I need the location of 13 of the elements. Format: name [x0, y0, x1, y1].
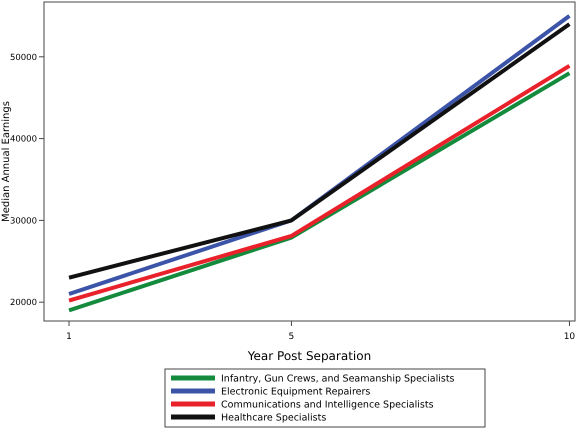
x-tick-label: 10 [564, 332, 576, 342]
y-tick-label: 40000 [10, 134, 37, 145]
x-tick-label: 5 [288, 332, 294, 342]
y-tick-label: 50000 [10, 52, 37, 63]
legend-label: Infantry, Gun Crews, and Seamanship Specialists [221, 373, 455, 384]
legend-label: Communications and Intelligence Specialists [221, 399, 434, 410]
x-axis-title: Year Post Separation [246, 349, 372, 363]
y-tick-label: 20000 [10, 298, 37, 308]
y-tick-label: 30000 [10, 216, 37, 226]
y-axis-title: Median Annual Earnings [1, 101, 12, 222]
legend-label: Healthcare Specialists [221, 412, 326, 424]
legend-label: Electronic Equipment Repairers [221, 386, 370, 398]
x-tick-label: 1 [66, 332, 72, 342]
